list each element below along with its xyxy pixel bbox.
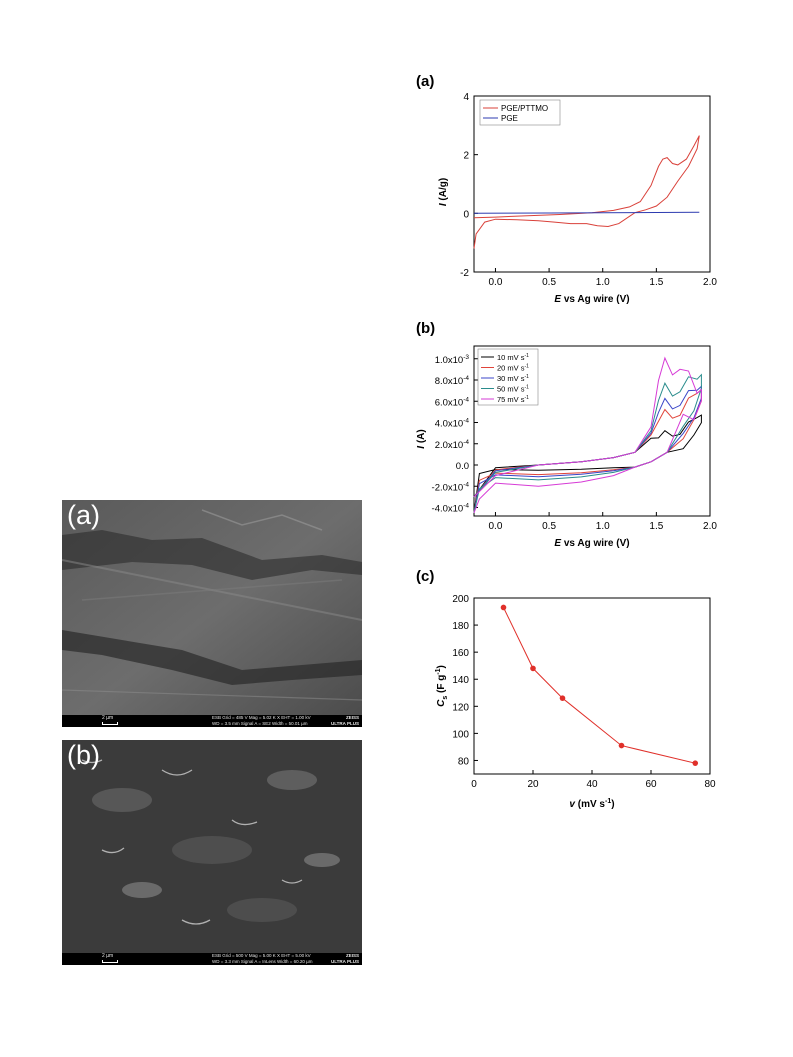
y-tick-label: 6.0x10-4 <box>435 396 470 408</box>
data-point <box>500 604 507 611</box>
chart-c-capacitance-vs-scan-rate: 0 20 40 60 80 80 100 120 140 160 180 200 v (mV s-1) C… <box>435 594 716 810</box>
x-tick-label: 60 <box>645 779 657 790</box>
data-point <box>559 695 566 701</box>
sem-info-line2-a: WD = 3.5 mm Signal A = SE2 Width = 50.01… <box>212 720 308 726</box>
legend-label: 75 mV s-1 <box>497 395 529 404</box>
y-tick-label: 4 <box>463 92 469 103</box>
y-tick-label: 2 <box>463 151 469 162</box>
y-axis-label: Cs (F g-1) <box>435 665 449 707</box>
x-tick-label: 80 <box>704 779 716 790</box>
x-tick-label: 1.5 <box>649 277 663 288</box>
x-tick-label: 0.5 <box>542 277 556 288</box>
sem-scale-bar-a <box>102 722 118 725</box>
data-point <box>692 760 699 766</box>
x-tick-label: 40 <box>586 779 598 790</box>
plot-frame <box>473 95 711 273</box>
data-point <box>530 665 536 672</box>
y-axis-label: I (A) <box>416 429 427 448</box>
series-line-capacitance <box>503 607 696 764</box>
y-axis-label: I (A/g) <box>438 178 449 206</box>
panel-label-a: (a) <box>416 73 435 90</box>
y-tick-label: 0 <box>463 209 469 220</box>
legend-label: PGE <box>501 114 518 123</box>
legend-box <box>479 99 561 126</box>
series-line-10-mv <box>473 414 702 513</box>
sem-panel-label-b: (b) <box>67 740 100 770</box>
sem-info-line1-b: ESB Grid = 500 V Mag = 5.00 K X EHT = 5.… <box>212 953 311 958</box>
sem-image-b: (b) 2 µm ESB Grid = 500 V Mag = 5.00 K X… <box>62 740 362 965</box>
x-tick-label: 0.0 <box>489 521 503 532</box>
sem-info-line1-a: ESB Grid = 485 V Mag = 5.02 K X EHT = 1.… <box>212 715 311 720</box>
y-tick-label: 200 <box>452 594 469 605</box>
sem-info-bar-a: 2 µm ESB Grid = 485 V Mag = 5.02 K X EHT… <box>62 715 362 727</box>
x-tick-label: 1.0 <box>596 521 610 532</box>
data-point <box>618 742 625 749</box>
y-tick-label: 0.0 <box>456 461 469 472</box>
x-tick-label: 0.0 <box>489 277 503 288</box>
y-tick-label: 160 <box>452 648 469 659</box>
sem-image-a: (a) 2 µm ESB Grid = 485 V Mag = 5.02 K X… <box>62 500 362 727</box>
y-tick-label: -2 <box>460 268 469 279</box>
plot-frame <box>473 345 711 517</box>
chart-b-scan-rate-cv: 0.0 0.5 1.0 1.5 2.0 -4.0x10-4 -2.0x10-4 0.0 2.0x… <box>416 345 717 549</box>
y-tick-label: -2.0x10-4 <box>432 481 470 493</box>
y-tick-label: 140 <box>452 675 469 686</box>
y-tick-label: 180 <box>452 621 469 632</box>
sem-model-b: ULTRA PLUS <box>331 958 359 964</box>
series-line-30-mv <box>473 385 702 513</box>
legend-box <box>477 348 539 406</box>
legend-label: 50 mV s-1 <box>497 385 529 394</box>
x-tick-label: 2.0 <box>703 277 717 288</box>
x-tick-label: 1.5 <box>649 521 663 532</box>
y-tick-label: 100 <box>452 729 469 740</box>
sem-brand-b: ZEISS <box>345 953 359 958</box>
x-axis-label: E vs Ag wire (V) <box>554 538 629 549</box>
x-tick-label: 1.0 <box>596 277 610 288</box>
sem-panel-label-a: (a) <box>67 500 100 530</box>
sem-scale-bar-b <box>102 960 118 963</box>
legend-label: PGE/PTTMO <box>501 104 548 113</box>
x-axis-label: E vs Ag wire (V) <box>554 294 629 305</box>
sem-info-line2-b: WD = 3.3 mm Signal A = InLens Width = 60… <box>212 958 313 964</box>
series-line-75-mv <box>473 356 702 513</box>
series-line-pge-pttmo <box>473 135 700 249</box>
y-tick-label: 120 <box>452 702 469 713</box>
panel-label-c: (c) <box>416 568 435 585</box>
chart-a-cyclic-voltammogram: 0.0 0.5 1.0 1.5 2.0 -2 0 2 4 E vs Ag wire (V) I (A… <box>438 92 717 305</box>
x-tick-label: 0 <box>471 779 477 790</box>
sem-texture-b <box>62 740 362 965</box>
y-tick-label: 2.0x10-4 <box>435 439 470 451</box>
x-tick-label: 2.0 <box>703 521 717 532</box>
series-line-pge <box>473 211 700 214</box>
x-tick-label: 20 <box>527 779 539 790</box>
y-tick-label: 80 <box>458 756 470 767</box>
y-tick-label: -4.0x10-4 <box>432 503 470 515</box>
x-axis-label: v (mV s-1) <box>569 798 614 810</box>
sem-texture-a <box>62 500 362 727</box>
plot-frame <box>473 597 711 775</box>
sem-brand-a: ZEISS <box>345 715 359 720</box>
x-tick-label: 0.5 <box>542 521 556 532</box>
sem-info-bar-b: 2 µm ESB Grid = 500 V Mag = 5.00 K X EHT… <box>62 953 362 965</box>
y-tick-label: 8.0x10-4 <box>435 375 470 387</box>
y-tick-label: 4.0x10-4 <box>435 418 470 430</box>
legend-label: 30 mV s-1 <box>497 374 529 383</box>
sem-scale-text-a: 2 µm <box>102 715 114 721</box>
sem-model-a: ULTRA PLUS <box>331 720 359 726</box>
panel-label-b: (b) <box>416 320 436 337</box>
legend-label: 20 mV s-1 <box>497 364 529 373</box>
legend-label: 10 mV s-1 <box>497 353 529 362</box>
y-tick-label: 1.0x10-3 <box>435 354 470 366</box>
sem-scale-text-b: 2 µm <box>102 953 114 959</box>
